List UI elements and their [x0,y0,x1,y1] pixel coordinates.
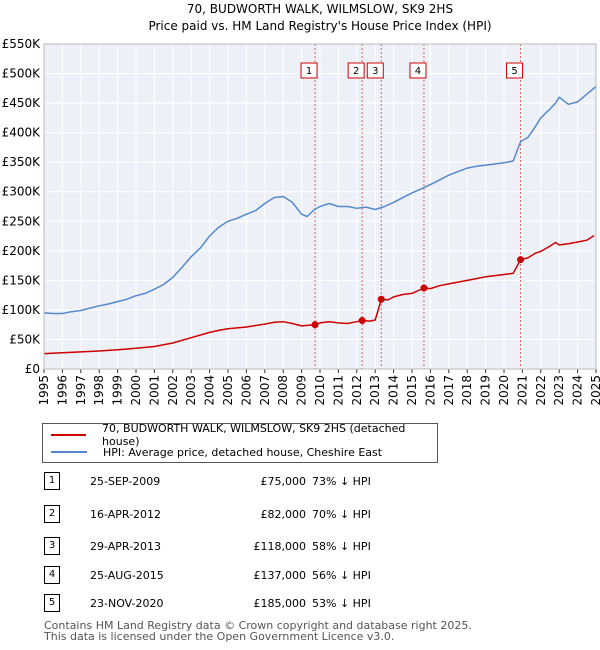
series-line-hpi [43,85,597,315]
x-tick-label: 2025 [589,375,600,406]
y-tick-label: £400K [2,126,42,140]
sale-date: 25-AUG-2015 [90,569,164,582]
chart-subtitle: Price paid vs. HM Land Registry's House … [148,19,491,33]
sale-number-badge: 3 [44,537,60,555]
sale-point [358,317,366,325]
sale-row: 5 23-NOV-2020 £185,000 53% ↓ HPI [44,594,464,614]
legend-label-hpi: HPI: Average price, detached house, Ches… [103,445,383,459]
price-chart: 70, BUDWORTH WALK, WILMSLOW, SK9 2HS Pri… [2,2,600,406]
x-tick-label: 2014 [387,375,401,406]
sale-date: 16-APR-2012 [90,508,162,521]
chart-legend: 70, BUDWORTH WALK, WILMSLOW, SK9 2HS (de… [42,422,438,463]
sale-marker-number: 3 [372,66,378,77]
y-tick-label: £500K [2,67,42,81]
x-tick-label: 1996 [55,375,69,406]
footer-line-copyright: Contains HM Land Registry data © Crown c… [44,619,472,632]
x-tick-label: 2024 [571,375,585,406]
x-tick-label: 2019 [479,375,493,406]
x-tick-label: 2016 [423,375,437,406]
sale-number-badge: 2 [44,505,60,523]
sale-point [311,321,319,329]
sale-marker-box [300,62,318,79]
plot-border [43,43,597,370]
legend-label-property: 70, BUDWORTH WALK, WILMSLOW, SK9 2HS (de… [102,422,406,448]
x-tick-label: 2002 [166,375,180,406]
x-tick-label: 2004 [203,375,217,406]
y-tick-label: £450K [2,96,42,110]
x-tick-label: 2000 [129,375,143,406]
sale-price: £137,000 [253,569,307,582]
x-tick-label: 2006 [239,375,253,406]
y-tick-label: £550K [2,37,42,51]
sale-marker-number: 5 [511,66,517,77]
sale-price: £75,000 [260,475,307,488]
sale-marker-box [347,62,365,79]
y-tick-label: £50K [9,332,41,346]
x-tick-label: 2022 [534,375,548,406]
sale-date: 23-NOV-2020 [90,597,164,610]
x-tick-label: 2018 [460,375,474,406]
x-tick-label: 2020 [497,375,511,406]
sale-price: £82,000 [260,508,307,521]
y-tick-label: £300K [2,185,42,199]
sale-date: 25-SEP-2009 [90,475,161,488]
legend-item-property: 70, BUDWORTH WALK, WILMSLOW, SK9 2HS (de… [51,422,437,448]
x-tick-label: 2021 [515,375,529,406]
sale-point [420,284,428,292]
y-tick-label: £250K [2,214,42,228]
sale-number-badge: 1 [44,472,60,490]
legend-swatch-property [51,434,87,436]
sale-row: 1 25-SEP-2009 £75,000 73% ↓ HPI [44,472,464,492]
sale-marker-number: 1 [306,66,312,77]
sale-date: 29-APR-2013 [90,540,162,553]
y-tick-label: £100K [2,303,42,317]
sale-hpi-diff: 53% ↓ HPI [312,597,371,610]
x-tick-label: 2012 [350,375,364,406]
sale-row: 2 16-APR-2012 £82,000 70% ↓ HPI [44,505,464,525]
sale-row: 3 29-APR-2013 £118,000 58% ↓ HPI [44,537,464,557]
y-tick-label: £350K [2,155,42,169]
x-tick-label: 1997 [74,375,88,406]
sale-marker-number: 2 [353,66,359,77]
x-tick-label: 2009 [295,375,309,406]
footer-line-licence: This data is licensed under the Open Gov… [44,630,395,643]
footer-attribution: Contains HM Land Registry data © Crown c… [44,620,584,642]
sale-marker-box [366,62,384,79]
x-tick-label: 2003 [184,375,198,406]
x-tick-label: 2017 [442,375,456,406]
y-tick-label: £200K [2,244,42,258]
chart-title: 70, BUDWORTH WALK, WILMSLOW, SK9 2HS [187,2,453,16]
y-tick-label: £150K [2,273,42,287]
legend-swatch-hpi [51,451,87,453]
x-tick-label: 2007 [258,375,272,406]
sale-marker-box [506,62,524,79]
sale-hpi-diff: 58% ↓ HPI [312,540,371,553]
x-tick-label: 2011 [331,375,345,406]
x-tick-label: 2010 [313,375,327,406]
sale-marker-number: 4 [415,66,421,77]
series-line-property [43,234,595,355]
legend-item-hpi: HPI: Average price, detached house, Ches… [51,444,382,460]
y-tick-label: £0 [25,362,40,376]
sale-marker-box [409,62,427,79]
x-tick-label: 1998 [92,375,106,406]
x-tick-label: 2005 [221,375,235,406]
x-tick-label: 2001 [147,375,161,406]
sale-hpi-diff: 70% ↓ HPI [312,508,371,521]
sale-point [377,295,385,303]
sale-price: £118,000 [253,540,307,553]
x-tick-label: 2008 [276,375,290,406]
sale-hpi-diff: 73% ↓ HPI [312,475,371,488]
sale-price: £185,000 [253,597,307,610]
sale-number-badge: 5 [44,594,60,612]
sale-hpi-diff: 56% ↓ HPI [312,569,371,582]
x-tick-label: 2013 [368,375,382,406]
x-tick-label: 1995 [37,375,51,406]
sale-point [517,256,525,264]
x-tick-label: 2023 [552,375,566,406]
x-tick-label: 1999 [111,375,125,406]
sale-row: 4 25-AUG-2015 £137,000 56% ↓ HPI [44,566,464,586]
x-tick-label: 2015 [405,375,419,406]
sale-number-badge: 4 [44,566,60,584]
